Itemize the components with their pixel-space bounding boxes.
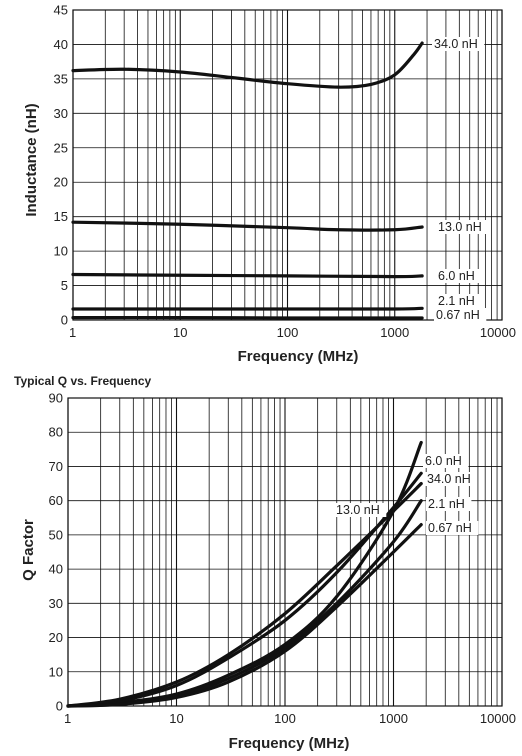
q-factor-series-label: 2.1 nH <box>428 497 465 511</box>
q-factor-y-tick-label: 40 <box>49 562 63 577</box>
inductance-gridlines <box>72 9 503 321</box>
inductance-series-label-bg <box>434 308 487 322</box>
q-factor-chart: Typical Q vs. Frequency 0 10 20 30 40 50 60 70 8… <box>14 374 516 752</box>
q-factor-gridlines <box>67 397 503 707</box>
q-factor-y-tick-label: 10 <box>49 664 63 679</box>
q-factor-series-label: 6.0 nH <box>425 454 462 468</box>
inductance-y-tick-label: 25 <box>54 140 68 155</box>
inductance-x-axis-label: Frequency (MHz) <box>238 348 359 365</box>
inductance-series-label: 34.0 nH <box>434 37 478 51</box>
inductance-x-tick-label: 100 <box>277 325 299 340</box>
q-factor-x-tick-label: 1 <box>64 711 71 726</box>
inductance-series-labels: 34.0 nH 13.0 nH 6.0 nH 2.1 nH0.67 nH <box>432 37 489 322</box>
q-factor-y-tick-label: 30 <box>49 596 63 611</box>
q-factor-y-tick-label: 90 <box>49 391 63 406</box>
q-factor-series-line <box>66 481 423 708</box>
inductance-series-line <box>71 306 424 311</box>
inductance-series-label-bg <box>432 37 485 51</box>
q-factor-series-label-bg <box>426 497 472 511</box>
q-factor-y-tick-label: 80 <box>49 425 63 440</box>
q-factor-series-label: 34.0 nH <box>427 472 471 486</box>
q-factor-series-label-bg <box>426 521 479 535</box>
inductance-y-tick-label: 30 <box>54 106 68 121</box>
q-factor-y-tick-label: 50 <box>49 527 63 542</box>
inductance-x-tick-label: 1000 <box>380 325 409 340</box>
inductance-series-label-bg <box>436 294 482 308</box>
inductance-series-label-bg <box>436 269 482 283</box>
q-factor-chart-title: Typical Q vs. Frequency <box>14 374 151 388</box>
q-factor-series-label-bg <box>425 472 478 486</box>
q-factor-y-axis-label: Q Factor <box>20 519 37 581</box>
q-factor-series-line <box>66 440 423 708</box>
inductance-series-line <box>71 41 424 89</box>
inductance-y-tick-label: 0 <box>61 313 68 328</box>
q-factor-series-labels: 6.0 nH 34.0 nH 13.0 nH 2.1 nH 0.67 nH <box>334 454 479 535</box>
q-factor-series-line <box>66 523 423 708</box>
inductance-y-tick-label: 10 <box>54 244 68 259</box>
q-factor-x-axis-label: Frequency (MHz) <box>229 735 350 752</box>
q-factor-plot-frame <box>67 397 503 707</box>
inductance-series-label: 13.0 nH <box>438 220 482 234</box>
inductance-x-tick-label: 10000 <box>480 325 516 340</box>
inductance-series-label: 0.67 nH <box>436 308 480 322</box>
inductance-y-tick-label: 15 <box>54 209 68 224</box>
inductance-y-tick-label: 40 <box>54 37 68 52</box>
q-factor-x-tick-label: 10000 <box>480 711 516 726</box>
q-factor-series-label-bg <box>423 454 469 468</box>
q-factor-x-tick-label: 10 <box>169 711 183 726</box>
inductance-x-tick-label: 10 <box>173 325 187 340</box>
inductance-series-line <box>71 220 424 232</box>
inductance-plot-frame <box>72 9 503 321</box>
inductance-series-label: 2.1 nH <box>438 294 475 308</box>
inductance-x-tick-label: 1 <box>69 325 76 340</box>
inductance-series-label: 6.0 nH <box>438 269 475 283</box>
inductance-chart: 0 5 10 15 20 25 30 35 40 45 1 10 100 1000 10000 34.0 n… <box>23 3 516 366</box>
q-factor-x-tick-label: 100 <box>274 711 296 726</box>
inductance-y-tick-label: 35 <box>54 71 68 86</box>
inductance-y-tick-label: 20 <box>54 175 68 190</box>
q-factor-x-tick-label: 1000 <box>379 711 408 726</box>
q-factor-y-tick-label: 20 <box>49 630 63 645</box>
q-factor-series-label: 0.67 nH <box>428 521 472 535</box>
q-factor-series-lines <box>66 440 423 708</box>
q-factor-y-tick-label: 0 <box>56 699 63 714</box>
q-factor-y-tick-label: 70 <box>49 459 63 474</box>
inductance-series-lines <box>71 41 424 320</box>
inductance-series-line <box>71 272 424 279</box>
inductance-y-tick-label: 5 <box>61 278 68 293</box>
q-factor-tick-labels: 0 10 20 30 40 50 60 70 80 90 1 10 100 1000 10000 <box>49 391 516 727</box>
inductance-tick-labels: 0 5 10 15 20 25 30 35 40 45 1 10 100 1000 10000 <box>54 3 516 341</box>
inductance-series-label-bg <box>436 220 489 234</box>
inductance-y-axis-label: Inductance (nH) <box>23 103 40 216</box>
inductance-y-tick-label: 45 <box>54 3 68 18</box>
q-factor-y-tick-label: 60 <box>49 493 63 508</box>
q-factor-series-label-bg <box>334 503 387 517</box>
q-factor-series-label: 13.0 nH <box>336 503 380 517</box>
